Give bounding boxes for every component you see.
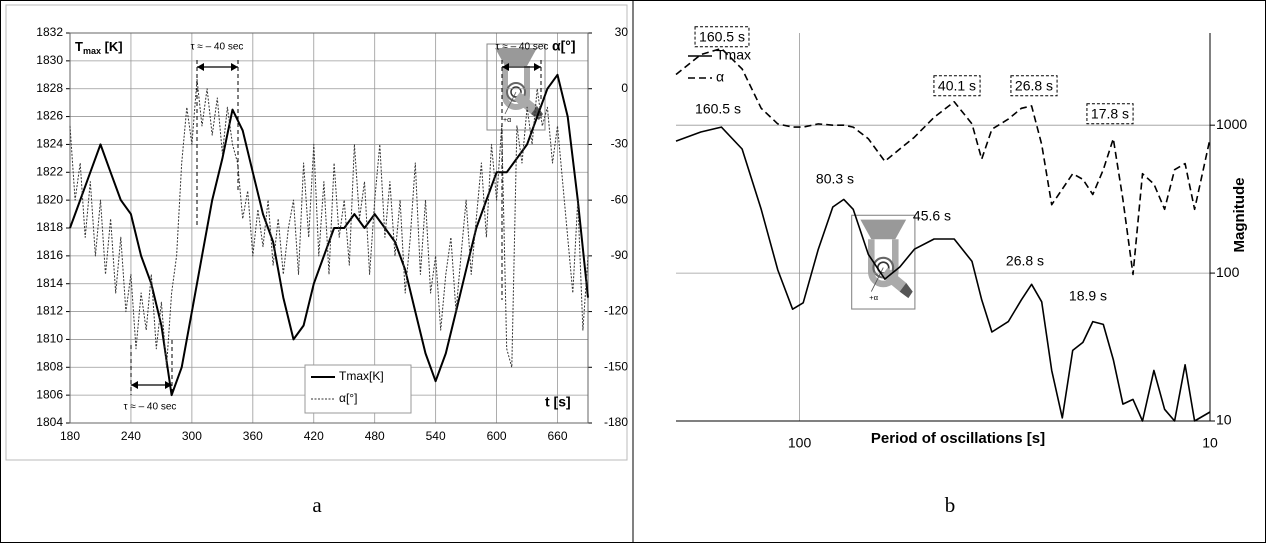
annotation: 40.1 s: [938, 78, 976, 94]
annotation-box: [694, 26, 750, 48]
y-tick-label: 10: [1216, 412, 1232, 428]
y-axis-label: Tmax [K]: [75, 39, 123, 56]
annotation: 17.8 s: [1091, 106, 1129, 122]
y-tick-label: 1826: [36, 109, 63, 123]
annotation-box: [933, 75, 981, 97]
legend-box: [304, 364, 412, 414]
y2-tick-label: -180: [604, 415, 628, 429]
caption: b: [945, 493, 956, 517]
legend-label: α: [716, 69, 724, 85]
arrow-head: [231, 63, 238, 71]
series-line: [675, 126, 1211, 422]
chart-area-a: [5, 4, 628, 461]
x-tick-label: 480: [365, 429, 385, 443]
annotation: 80.3 s: [816, 171, 854, 187]
annotation: 45.6 s: [913, 208, 951, 224]
y2-tick-label: -30: [611, 137, 629, 151]
y-tick-label: 1822: [36, 164, 63, 178]
x-axis-label: Period of oscillations [s]: [871, 430, 1045, 447]
x-tick-label: 240: [121, 429, 141, 443]
x-axis-label: t [s]: [545, 394, 571, 410]
x-tick-label: 100: [788, 435, 812, 451]
y-tick-label: 1814: [36, 276, 63, 290]
y-tick-label: 1816: [36, 248, 63, 262]
annotation: τ ≈ – 40 sec: [124, 402, 177, 413]
y2-tick-label: -120: [604, 304, 628, 318]
annotation-box: [1010, 75, 1058, 97]
arrow-head: [502, 63, 509, 71]
y-tick-label: 1818: [36, 220, 63, 234]
annotation: 160.5 s: [699, 29, 745, 45]
arrow-head: [534, 63, 541, 71]
x-tick-label: 180: [60, 429, 80, 443]
y2-axis-label: α[°]: [552, 38, 576, 54]
series-line: [675, 47, 1211, 276]
y-tick-label: 1828: [36, 81, 63, 95]
y-tick-label: 100: [1216, 264, 1240, 280]
y-tick-label: 1812: [36, 304, 63, 318]
y-axis-label-part: T: [75, 39, 83, 54]
y2-tick-label: 0: [621, 81, 628, 95]
annotation: τ ≈ – 40 sec: [496, 42, 549, 53]
x-tick-label: 10: [1202, 435, 1218, 451]
y-tick-label: 1830: [36, 53, 63, 67]
caption: a: [312, 493, 322, 517]
chart: 180 240 300 360 420 480 540 600 6601804180618081…: [36, 25, 628, 443]
legend-label: Tmax[K]: [339, 369, 384, 383]
annotation: 160.5 s: [695, 101, 741, 117]
legend-label: α[°]: [339, 391, 357, 405]
y-tick-label: 1000: [1216, 116, 1247, 132]
y-axis-label-part: max: [83, 46, 101, 56]
y-axis-label-part: [K]: [101, 39, 123, 54]
y-tick-label: 1832: [36, 25, 63, 39]
annotation: 18.9 s: [1069, 288, 1107, 304]
arrow-head: [165, 381, 172, 389]
x-tick-label: 540: [426, 429, 446, 443]
x-tick-label: 300: [182, 429, 202, 443]
annotation: 26.8 s: [1006, 253, 1044, 269]
y-tick-label: 1804: [36, 415, 63, 429]
inset-icon: [852, 215, 915, 309]
annotation-box: [1086, 103, 1134, 125]
y-tick-label: 1820: [36, 192, 63, 206]
y-tick-label: 1810: [36, 332, 63, 346]
y-tick-label: 1806: [36, 387, 63, 401]
y-tick-label: 1824: [36, 137, 63, 151]
legend-label: Tmax: [716, 47, 751, 63]
arrow-head: [197, 63, 204, 71]
x-tick-label: 360: [243, 429, 263, 443]
x-tick-label: 600: [487, 429, 507, 443]
x-tick-label: 420: [304, 429, 324, 443]
annotation: 26.8 s: [1015, 78, 1053, 94]
x-tick-label: 660: [548, 429, 568, 443]
y2-tick-label: -60: [611, 192, 629, 206]
arrow-head: [131, 381, 138, 389]
y-axis-label: Magnitude: [1231, 178, 1248, 253]
y2-tick-label: -90: [611, 248, 629, 262]
y2-tick-label: 30: [615, 25, 629, 39]
chart: 100 10 10 100 1000 Tmax α Period of oscillation…: [675, 26, 1248, 451]
y2-tick-label: -150: [604, 359, 628, 373]
y-tick-label: 1808: [36, 359, 63, 373]
annotation: τ ≈ – 40 sec: [191, 42, 244, 53]
